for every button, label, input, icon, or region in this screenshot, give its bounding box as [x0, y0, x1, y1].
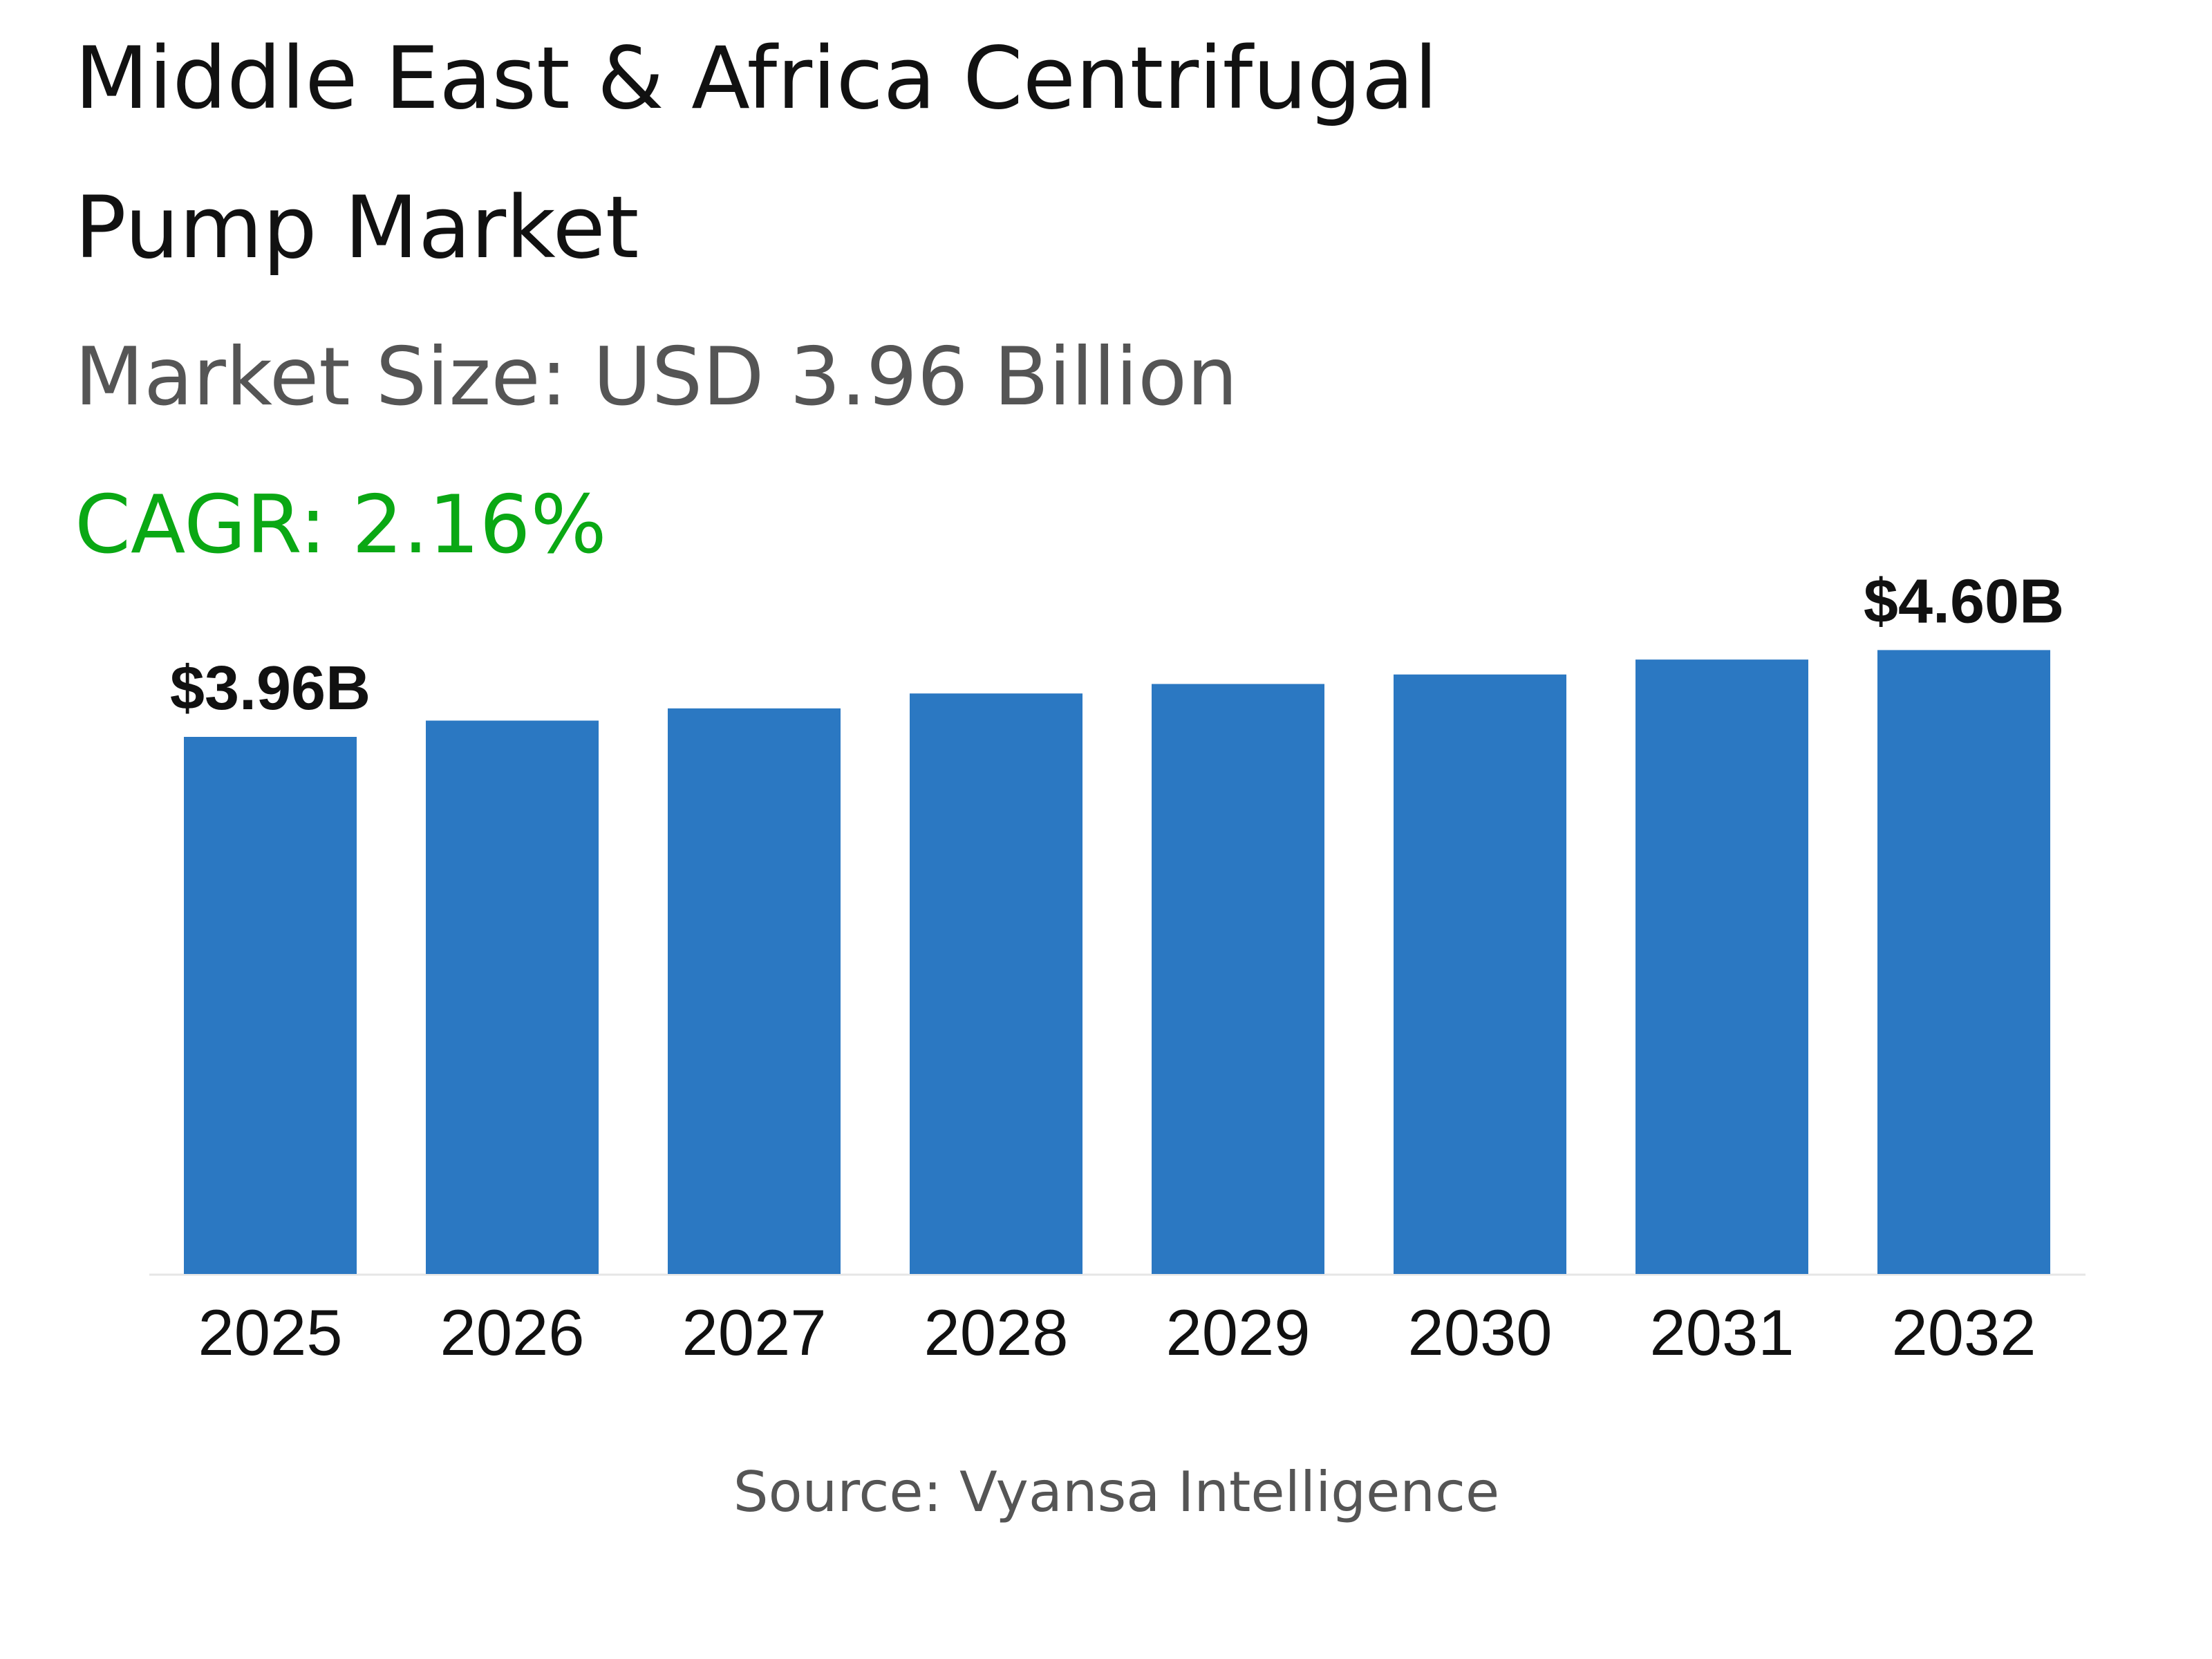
x-tick-label: 2027: [682, 1296, 826, 1369]
cagr-label: CAGR: 2.16%: [75, 478, 607, 572]
chart-title-line2: Pump Market: [75, 178, 639, 278]
x-tick-label: 2028: [924, 1296, 1068, 1369]
bar-2031: [1635, 659, 1808, 1274]
data-label: $4.60B: [1864, 567, 2064, 636]
bar-2032: [1877, 650, 2050, 1274]
x-tick-label: 2029: [1165, 1296, 1310, 1369]
source-note: Source: Vyansa Intelligence: [733, 1460, 1500, 1524]
x-tick-label: 2032: [1891, 1296, 2036, 1369]
bar-2025: [184, 737, 357, 1274]
chart-title-line1: Middle East & Africa Centrifugal: [75, 29, 1438, 129]
bar-2027: [668, 708, 841, 1274]
bar-2028: [910, 693, 1082, 1274]
bar-2030: [1394, 674, 1566, 1274]
x-tick-label: 2031: [1649, 1296, 1794, 1369]
bar-2026: [426, 720, 599, 1274]
x-tick-label: 2026: [440, 1296, 584, 1369]
bar-2029: [1152, 684, 1324, 1274]
market-size-subtitle: Market Size: USD 3.96 Billion: [75, 330, 1238, 424]
x-tick-label: 2030: [1407, 1296, 1552, 1369]
x-tick-label: 2025: [198, 1296, 342, 1369]
data-label: $3.96B: [170, 654, 371, 723]
